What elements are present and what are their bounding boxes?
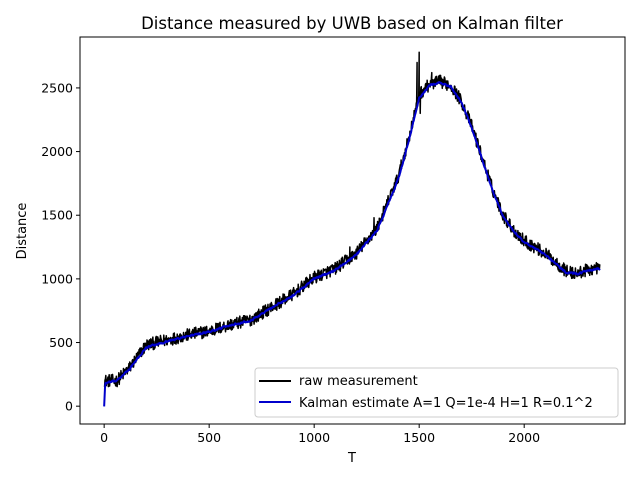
x-tick-label: 1000	[298, 430, 330, 445]
legend-label-raw-measurement: raw measurement	[299, 374, 418, 389]
x-tick-label: 1500	[403, 430, 435, 445]
y-tick-label: 2500	[41, 80, 73, 95]
legend: raw measurement Kalman estimate A=1 Q=1e…	[254, 367, 619, 418]
y-tick-label: 0	[65, 399, 73, 414]
plot-lines	[103, 51, 601, 407]
y-axis-ticks: 0 500 1000 1500 2000 2500	[41, 80, 80, 414]
legend-box	[254, 367, 619, 418]
x-tick-label: 0	[100, 430, 108, 445]
x-tick-label: 500	[197, 430, 221, 445]
x-tick-label: 2000	[508, 430, 540, 445]
x-axis-label: T	[347, 451, 356, 466]
series-kalman-estimate-line	[103, 81, 601, 407]
plot-frame	[79, 36, 626, 425]
chart-title: Distance measured by UWB based on Kalman…	[141, 14, 563, 33]
y-axis-label: Distance	[15, 203, 30, 260]
x-axis-ticks: 0 500 1000 1500 2000	[100, 424, 540, 445]
legend-label-kalman-estimate: Kalman estimate A=1 Q=1e-4 H=1 R=0.1^2	[299, 396, 593, 411]
y-tick-label: 2000	[41, 144, 73, 159]
y-tick-label: 1500	[41, 208, 73, 223]
y-tick-label: 500	[49, 335, 73, 350]
y-tick-label: 1000	[41, 271, 73, 286]
